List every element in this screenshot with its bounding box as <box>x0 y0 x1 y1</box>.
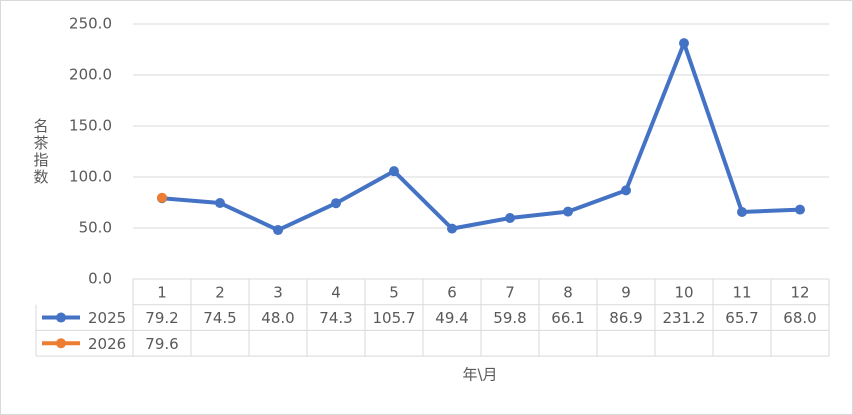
y-axis-title: 名茶指数 <box>32 118 50 186</box>
data-point <box>795 204 805 215</box>
x-tick-label: 9 <box>621 283 631 301</box>
data-point <box>679 38 689 49</box>
table-value: 66.1 <box>551 309 584 327</box>
x-tick-label: 3 <box>273 283 283 301</box>
y-tick-label: 50.0 <box>79 219 112 237</box>
x-tick-label: 12 <box>790 283 809 301</box>
legend-label: 2025 <box>88 309 126 327</box>
x-axis-title: 年\月 <box>462 366 497 384</box>
y-tick-label: 150.0 <box>69 117 112 135</box>
x-tick-label: 6 <box>447 283 457 301</box>
table-value: 65.7 <box>725 309 758 327</box>
table-value: 105.7 <box>373 309 416 327</box>
data-point <box>563 206 573 217</box>
y-tick-label: 200.0 <box>69 66 112 84</box>
legend-label: 2026 <box>88 335 126 353</box>
x-tick-label: 11 <box>732 283 751 301</box>
table-value: 49.4 <box>435 309 468 327</box>
x-tick-label: 2 <box>215 283 225 301</box>
table-value: 68.0 <box>783 309 816 327</box>
data-point <box>215 198 225 209</box>
x-tick-label: 5 <box>389 283 399 301</box>
series-line <box>161 41 801 233</box>
legend-marker <box>56 312 66 323</box>
data-point <box>389 166 399 177</box>
x-tick-label: 4 <box>331 283 341 301</box>
data-point <box>331 198 341 209</box>
data-point <box>737 206 747 217</box>
data-point <box>447 223 457 234</box>
x-tick-label: 7 <box>505 283 515 301</box>
data-point <box>505 213 515 224</box>
y-tick-label: 100.0 <box>69 168 112 186</box>
table-value: 79.2 <box>145 309 178 327</box>
x-tick-label: 1 <box>157 283 167 301</box>
table-value: 231.2 <box>663 309 706 327</box>
data-point <box>621 185 631 196</box>
y-tick-label: 250.0 <box>69 15 112 33</box>
table-value: 48.0 <box>261 309 294 327</box>
data-point <box>157 192 167 203</box>
data-point <box>273 225 283 236</box>
table-value: 86.9 <box>609 309 642 327</box>
table-value: 74.5 <box>203 309 236 327</box>
table-value: 74.3 <box>319 309 352 327</box>
x-tick-label: 8 <box>563 283 573 301</box>
y-tick-label: 0.0 <box>88 270 112 288</box>
table-value: 79.6 <box>145 335 178 353</box>
x-tick-label: 10 <box>674 283 693 301</box>
table-value: 59.8 <box>493 309 526 327</box>
legend-marker <box>56 338 66 349</box>
